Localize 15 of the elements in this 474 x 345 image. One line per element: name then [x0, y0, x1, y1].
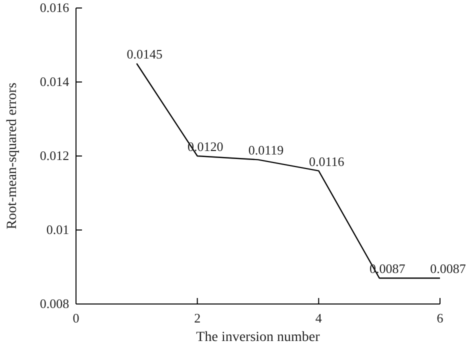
- data-label: 0.0087: [430, 261, 466, 276]
- y-axis-title: Root-mean-squared errors: [5, 82, 20, 230]
- y-tick-label: 0.014: [40, 74, 70, 90]
- y-tick-label: 0.016: [40, 0, 70, 16]
- y-tick-label: 0.01: [46, 222, 70, 238]
- x-axis-title: The inversion number: [196, 330, 320, 345]
- x-tick-label: 4: [315, 310, 322, 326]
- data-label: 0.0119: [248, 142, 284, 158]
- x-tick-label: 6: [436, 310, 444, 326]
- y-tick-label: 0.008: [40, 296, 70, 312]
- x-tick-label: 0: [72, 310, 80, 326]
- data-label: 0.0145: [126, 46, 163, 62]
- data-label: 0.0116: [309, 154, 345, 169]
- x-tick-label: 2: [194, 310, 201, 326]
- y-tick-label: 0.012: [40, 148, 70, 164]
